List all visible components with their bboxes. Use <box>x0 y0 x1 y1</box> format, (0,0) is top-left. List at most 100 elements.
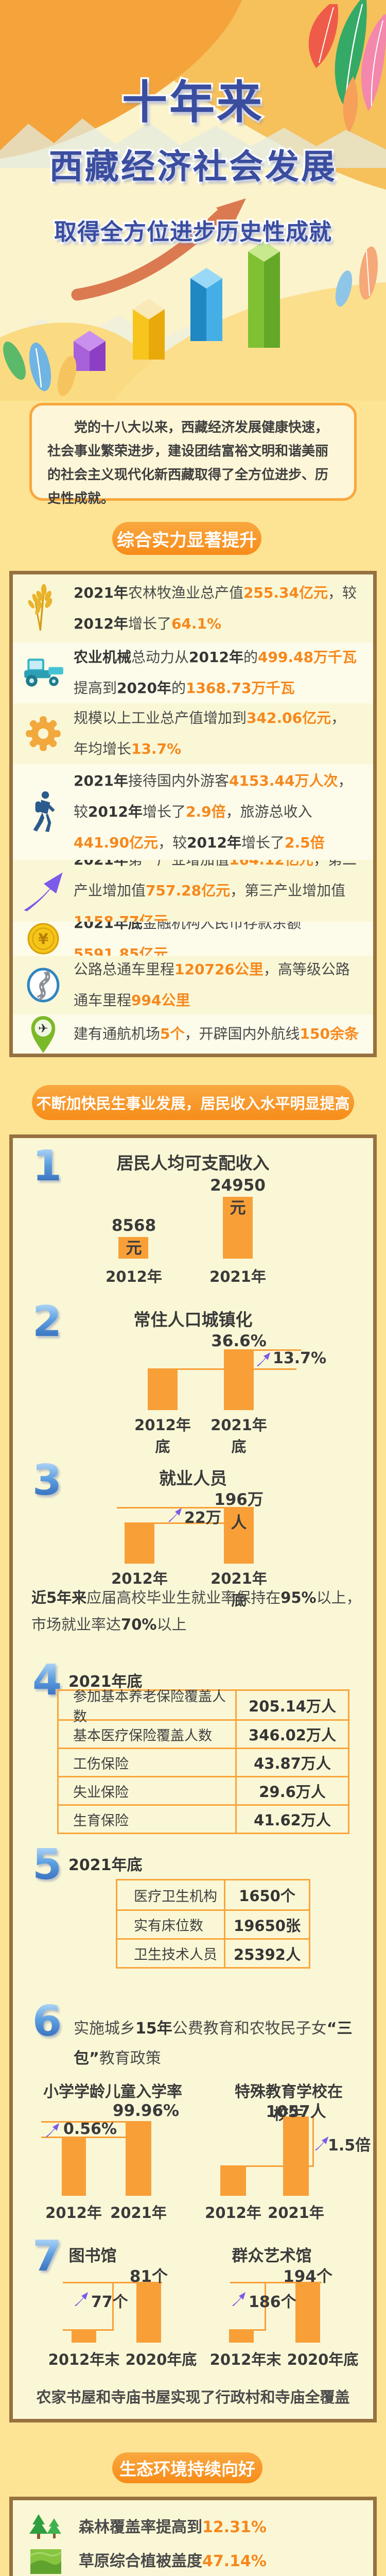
orange-blob <box>0 0 242 159</box>
employment-bar-2021 <box>224 1507 254 1564</box>
table-row: 医疗卫生机构 1650个 <box>117 1880 309 1909</box>
text-segment: 近5年来 <box>31 1589 87 1606</box>
row-text: 建有通航机场5个，开辟国内外航线150余条 <box>74 1019 373 1049</box>
tractor-icon <box>13 656 74 689</box>
text-segment: 2020年 <box>117 680 171 697</box>
text-segment: 的 <box>243 649 258 666</box>
row-text: 公路总通车里程120726公里，高等级公路通车里程994公里 <box>74 956 373 1014</box>
item-number-2: 2 <box>32 1297 62 1346</box>
table-value: 205.14万人 <box>249 1697 336 1715</box>
bracket-line <box>312 2116 314 2167</box>
table-value: 29.6万人 <box>259 1783 326 1801</box>
text-segment: 70% <box>121 1616 157 1633</box>
table-label: 参加基本养老保险覆盖人数 <box>59 1689 237 1725</box>
text-segment: 2021年 <box>74 860 128 868</box>
employment-bar-2012 <box>125 1522 154 1564</box>
text-segment: 4153.44万人次 <box>229 772 338 789</box>
text-segment: 以上 <box>156 1616 187 1633</box>
special-bar-2021 <box>283 2116 309 2196</box>
text-segment: 342.06亿元 <box>247 709 331 726</box>
text-segment: 农业机械 <box>74 649 132 666</box>
special-2021-value: 1057人 <box>266 2103 326 2121</box>
art-cat-2020: 2020年底 <box>287 2351 359 2368</box>
income-2021-value: 24950元 <box>210 1176 266 1217</box>
primary-enrollment-title: 小学学龄儿童入学率 <box>43 2083 182 2101</box>
table-value: 346.02万人 <box>249 1726 336 1744</box>
urbanization-bar-2021 <box>224 1349 254 1410</box>
text-segment: 2.9倍 <box>185 803 226 820</box>
svg-text:¥: ¥ <box>38 930 48 947</box>
text-segment: 164.12亿元 <box>229 860 313 868</box>
table-value: 41.62万人 <box>254 1811 331 1829</box>
text-segment: 994公里 <box>131 992 190 1009</box>
text-segment: 13.7% <box>131 740 182 757</box>
text-segment: 森林覆盖率提高到 <box>79 2518 202 2536</box>
library-bar-2020 <box>136 2282 161 2343</box>
strength-card: 2021年农林牧渔业总产值255.34亿元，较2012年增长了64.1% 农业机械… <box>9 571 377 1057</box>
leaf-cluster-right <box>335 246 378 307</box>
text-segment: 提高到 <box>74 680 117 697</box>
income-cat-2021: 2021年 <box>209 1268 266 1285</box>
section-pill-strength: 综合实力显著提升 <box>112 522 261 555</box>
info-row: 农业机械总动力从2012年的499.48万千瓦提高到2020年的1368.73万… <box>13 642 373 703</box>
info-row: ✈ 建有通航机场5个，开辟国内外航线150余条 <box>13 1014 373 1054</box>
text-segment: 第一产业增加值 <box>128 860 229 868</box>
text-segment: 2.5倍 <box>285 834 325 851</box>
text-segment: 2021年底 <box>74 922 143 931</box>
text-segment: 接待国内外游客 <box>128 772 229 789</box>
delta-arrow-icon <box>74 2291 89 2307</box>
table-value: 1650个 <box>239 1887 295 1905</box>
delta-arrow-icon <box>231 2291 247 2307</box>
text-segment: 农林牧渔业总产值 <box>128 584 243 601</box>
text-segment: 757.28亿元 <box>146 882 231 899</box>
text-segment: ，开辟国内外航线 <box>184 1025 300 1042</box>
text-segment: 1368.73万千瓦 <box>185 680 295 697</box>
guide-line-2021 <box>254 1349 301 1351</box>
table-label: 工伤保险 <box>59 1749 237 1776</box>
info-row: 公路总通车里程120726公里，高等级公路通车里程994公里 <box>13 956 373 1014</box>
health-table: 医疗卫生机构 1650个实有床位数 19650张 卫生技术人员 25392人 <box>116 1879 310 1969</box>
urbanization-bar-2012 <box>148 1368 178 1410</box>
urbanization-delta: 13.7% <box>273 1349 327 1367</box>
main-title-line1: 十年来 <box>120 74 264 131</box>
intro-text: 党的十八大以来，西藏经济发展健康快速，社会事业繁荣进步，建设团结富裕文明和谐美丽… <box>47 420 329 506</box>
text-segment: 应届高校毕业生就业率保持在 <box>86 1589 281 1606</box>
table-row: 实有床位数 19650张 <box>117 1909 309 1938</box>
table-value: 25392人 <box>234 1945 301 1963</box>
text-segment: 2012年 <box>187 834 242 851</box>
insurance-table: 参加基本养老保险覆盖人数 205.14万人 基本医疗保险覆盖人数 346.02万人 工伤… <box>57 1689 349 1834</box>
coin-icon: ¥ <box>13 922 74 956</box>
row-text: 农业机械总动力从2012年的499.48万千瓦提高到2020年的1368.73万… <box>74 642 373 703</box>
text-segment: 金融机构人民币存款余额 <box>142 922 301 931</box>
table-label: 失业保险 <box>59 1777 237 1804</box>
text-segment: 增长了 <box>241 834 285 851</box>
primary-2021-value: 99.96% <box>113 2102 180 2120</box>
hiker-icon <box>13 790 74 834</box>
bracket-line-mid <box>112 2282 114 2329</box>
art-center-title: 群众艺术馆 <box>232 2247 312 2265</box>
row-text: 2021年第一产业增加值164.12亿元，第二产业增加值757.28亿元，第三产… <box>74 860 373 922</box>
table-row: 参加基本养老保险覆盖人数 205.14万人 <box>59 1689 348 1725</box>
primary-cat-2021: 2021年 <box>110 2204 167 2222</box>
art-bar-2012 <box>229 2329 254 2343</box>
table-row: 工伤保险 43.87万人 <box>59 1748 348 1776</box>
delta-arrow-icon <box>256 1351 271 1367</box>
text-segment: 教育政策 <box>99 2049 161 2067</box>
guide-line <box>41 2121 126 2123</box>
table-label: 医疗卫生机构 <box>117 1880 225 1909</box>
text-segment: 95% <box>280 1589 317 1606</box>
special-cat-2021: 2021年 <box>268 2204 324 2222</box>
info-row: 2021年农林牧渔业总产值255.34亿元，较 2012年增长了64.1% <box>13 574 373 642</box>
library-cat-2012: 2012年末 <box>48 2351 120 2368</box>
row-text: 规模以上工业总产值增加到342.06亿元，年均增长13.7% <box>74 703 373 764</box>
main-title-line3: 取得全方位进步历史性成就 <box>52 217 334 247</box>
primary-delta: 0.56% <box>63 2120 117 2138</box>
text-segment: 2021年 <box>74 584 128 601</box>
table-row: 卫生技术人员 25392人 <box>117 1938 309 1967</box>
item-number-3: 3 <box>32 1456 62 1505</box>
header-decoration <box>0 0 386 401</box>
text-segment: 的 <box>171 680 186 697</box>
income-2012-value: 8568元 <box>111 1216 156 1258</box>
item-number-4: 4 <box>32 1656 62 1705</box>
